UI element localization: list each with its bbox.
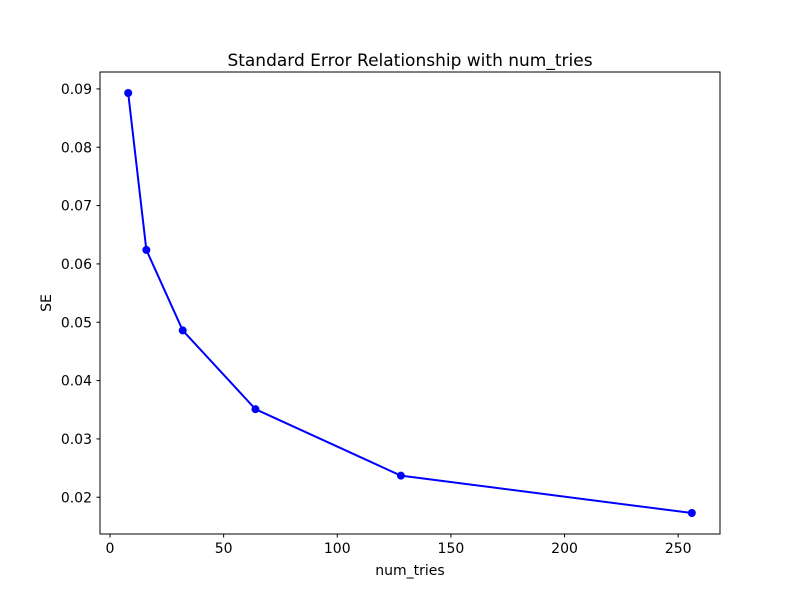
y-tick-label: 0.07 [61,199,92,215]
y-tick-label: 0.08 [61,140,92,156]
chart-title: Standard Error Relationship with num_tri… [227,51,593,71]
y-tick-label: 0.05 [61,315,92,331]
y-tick-label: 0.03 [61,432,92,448]
se-line [127,92,693,514]
y-tick-label: 0.06 [61,257,92,273]
x-axis-label: num_tries [375,563,445,579]
x-tick-label: 150 [438,541,465,557]
x-tick-label: 0 [106,541,115,557]
y-tick-label: 0.09 [61,82,92,98]
x-tick-label: 250 [665,541,692,557]
data-point [396,471,405,480]
x-tick-label: 200 [551,541,578,557]
plot-border [99,71,721,535]
y-tick-label: 0.04 [61,374,92,390]
data-point [124,89,133,97]
y-tick-label: 0.02 [61,490,92,506]
data-point [687,509,696,517]
x-tick-label: 50 [215,541,233,557]
y-axis-label: SE [39,294,55,312]
data-point [178,326,187,335]
data-point [142,245,151,254]
data-point [251,405,260,414]
x-tick-label: 100 [324,541,351,557]
